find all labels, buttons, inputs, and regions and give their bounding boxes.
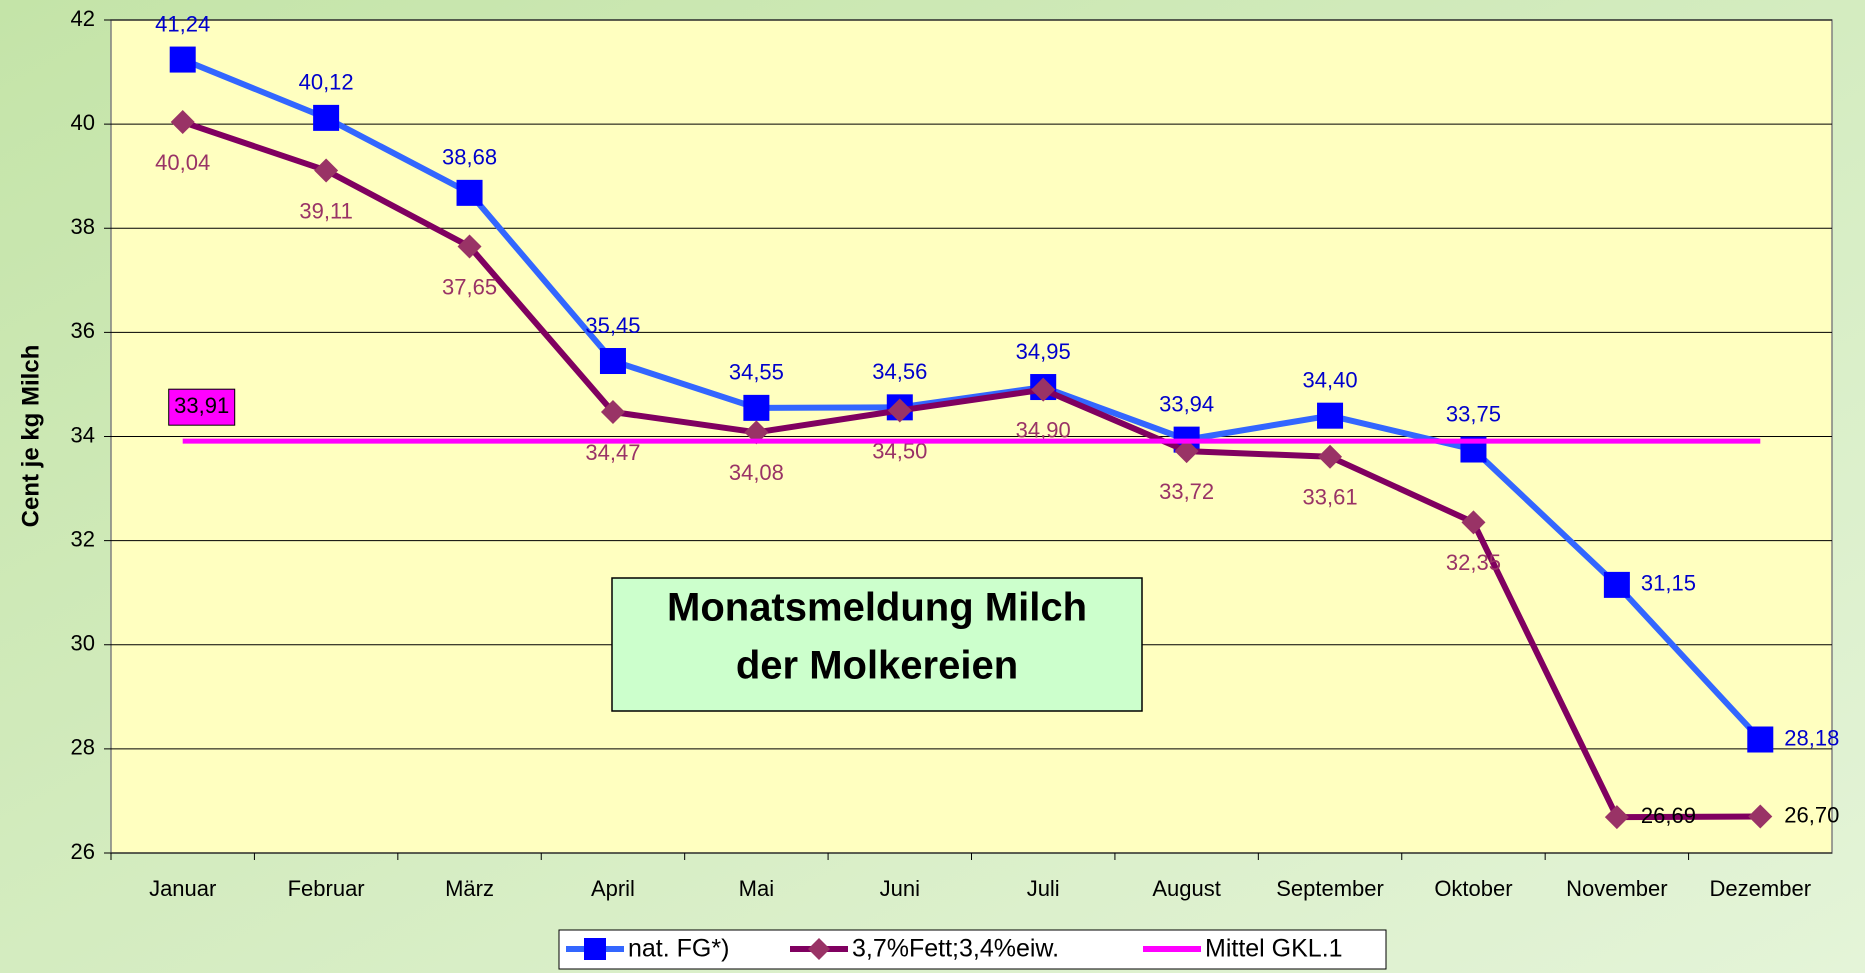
legend-box: [558, 929, 1387, 970]
value-label: 37,65: [442, 274, 497, 299]
chart-title: Monatsmeldung Milch: [667, 586, 1087, 630]
marker: [1461, 510, 1486, 535]
legend-label: nat. FG*): [628, 935, 729, 963]
legend-marker: [808, 938, 830, 960]
marker: [169, 46, 196, 73]
value-label: 34,08: [729, 460, 784, 485]
series-line: [181, 119, 1761, 821]
marker: [599, 348, 626, 375]
value-label: 41,24: [155, 11, 210, 36]
x-tick-label: September: [1276, 876, 1384, 901]
value-label: 32,35: [1446, 550, 1501, 575]
marker: [1318, 444, 1343, 469]
marker: [170, 110, 195, 135]
marker: [314, 158, 339, 183]
x-tick-label: Juni: [880, 876, 920, 901]
y-tick-label: 26: [71, 839, 95, 864]
value-label: 33,61: [1303, 485, 1358, 510]
x-tick-label: März: [445, 876, 494, 901]
value-label: 34,47: [585, 440, 640, 465]
legend: nat. FG*) 3,7%Fett;3,4%eiw. Mittel GKL.1: [558, 929, 1387, 970]
y-tick-label: 42: [71, 6, 95, 31]
y-tick-label: 34: [71, 422, 95, 447]
value-label: 38,68: [442, 145, 497, 170]
value-label: 40,04: [155, 150, 210, 175]
marker: [1747, 726, 1774, 753]
series: 40,0439,1137,6534,4734,0834,5034,9033,72…: [155, 110, 1839, 830]
marker: [1174, 439, 1199, 464]
marker: [887, 398, 912, 423]
y-tick-label: 40: [71, 110, 95, 135]
value-label: 28,18: [1784, 725, 1839, 750]
marker: [456, 179, 483, 206]
value-label: 34,95: [1016, 339, 1071, 364]
value-label: 40,12: [299, 70, 354, 95]
value-label: 33,91: [174, 393, 229, 418]
value-label: 34,40: [1303, 367, 1358, 392]
marker: [1031, 377, 1056, 402]
marker: [600, 400, 625, 425]
value-label: 26,69: [1641, 803, 1696, 828]
marker: [743, 394, 770, 421]
x-tick-label: August: [1152, 876, 1221, 901]
marker: [1603, 571, 1630, 598]
y-tick-label: 36: [71, 318, 95, 343]
value-label: 35,45: [585, 313, 640, 338]
x-tick-label: April: [591, 876, 635, 901]
x-tick-label: Februar: [288, 876, 365, 901]
y-tick-label: 32: [71, 526, 95, 551]
y-tick-label: 30: [71, 631, 95, 656]
x-tick-label: Juli: [1027, 876, 1060, 901]
value-label-box: [168, 388, 236, 426]
chart-title: der Molkereien: [736, 644, 1018, 688]
marker: [1317, 402, 1344, 429]
value-label: 26,70: [1784, 802, 1839, 827]
marker: [1748, 804, 1773, 829]
x-tick-label: November: [1566, 876, 1667, 901]
value-label: 34,56: [872, 359, 927, 384]
title-box: [611, 577, 1143, 712]
legend-marker: [584, 938, 606, 960]
marker: [457, 234, 482, 259]
value-label: 33,94: [1159, 391, 1214, 416]
value-label: 31,15: [1641, 571, 1696, 596]
value-label: 39,11: [299, 198, 352, 223]
marker: [313, 104, 340, 131]
series: 33,91: [168, 388, 1761, 444]
x-tick-label: Januar: [149, 876, 216, 901]
x-tick-label: Oktober: [1434, 876, 1512, 901]
legend-label: 3,7%Fett;3,4%eiw.: [852, 935, 1059, 963]
value-label: 34,90: [1016, 417, 1071, 442]
x-tick-label: Dezember: [1710, 876, 1811, 901]
y-tick-label: 28: [71, 735, 95, 760]
value-label: 34,55: [729, 360, 784, 385]
y-axis-label: Cent je kg Milch: [17, 345, 44, 528]
y-tick-label: 38: [71, 214, 95, 239]
value-label: 33,75: [1446, 401, 1501, 426]
marker: [1604, 805, 1629, 830]
x-tick-label: Mai: [739, 876, 774, 901]
marker: [744, 420, 769, 445]
value-label: 33,72: [1159, 479, 1214, 504]
legend-label: Mittel GKL.1: [1205, 935, 1343, 963]
